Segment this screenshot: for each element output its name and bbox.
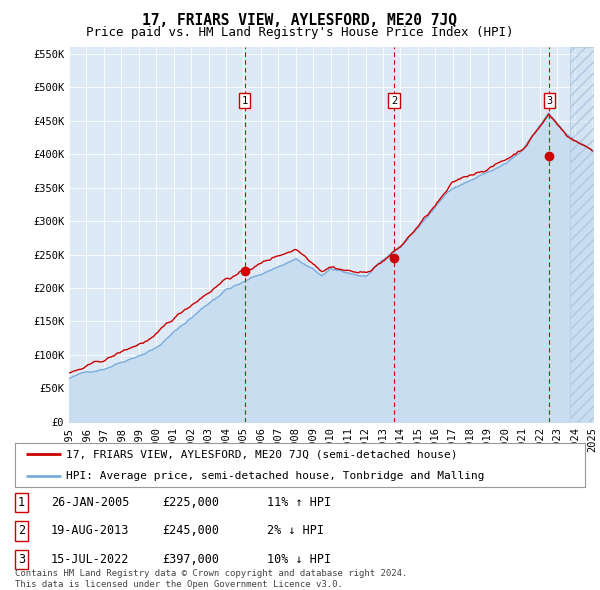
Text: 3: 3 [18,553,25,566]
Text: HPI: Average price, semi-detached house, Tonbridge and Malling: HPI: Average price, semi-detached house,… [66,471,485,481]
Text: 2: 2 [18,525,25,537]
Text: Price paid vs. HM Land Registry's House Price Index (HPI): Price paid vs. HM Land Registry's House … [86,26,514,39]
Text: £245,000: £245,000 [162,525,219,537]
Text: 17, FRIARS VIEW, AYLESFORD, ME20 7JQ (semi-detached house): 17, FRIARS VIEW, AYLESFORD, ME20 7JQ (se… [66,450,458,460]
Text: 10% ↓ HPI: 10% ↓ HPI [267,553,331,566]
Text: £225,000: £225,000 [162,496,219,509]
Text: 11% ↑ HPI: 11% ↑ HPI [267,496,331,509]
Text: 3: 3 [546,96,553,106]
Bar [569,47,594,422]
Text: 1: 1 [18,496,25,509]
Text: 15-JUL-2022: 15-JUL-2022 [51,553,130,566]
Text: 2: 2 [391,96,397,106]
Bar [569,47,594,422]
Text: £397,000: £397,000 [162,553,219,566]
Text: 26-JAN-2005: 26-JAN-2005 [51,496,130,509]
Text: 17, FRIARS VIEW, AYLESFORD, ME20 7JQ: 17, FRIARS VIEW, AYLESFORD, ME20 7JQ [143,13,458,28]
Text: 19-AUG-2013: 19-AUG-2013 [51,525,130,537]
Text: 2% ↓ HPI: 2% ↓ HPI [267,525,324,537]
Text: 1: 1 [242,96,248,106]
Text: Contains HM Land Registry data © Crown copyright and database right 2024.
This d: Contains HM Land Registry data © Crown c… [15,569,407,589]
